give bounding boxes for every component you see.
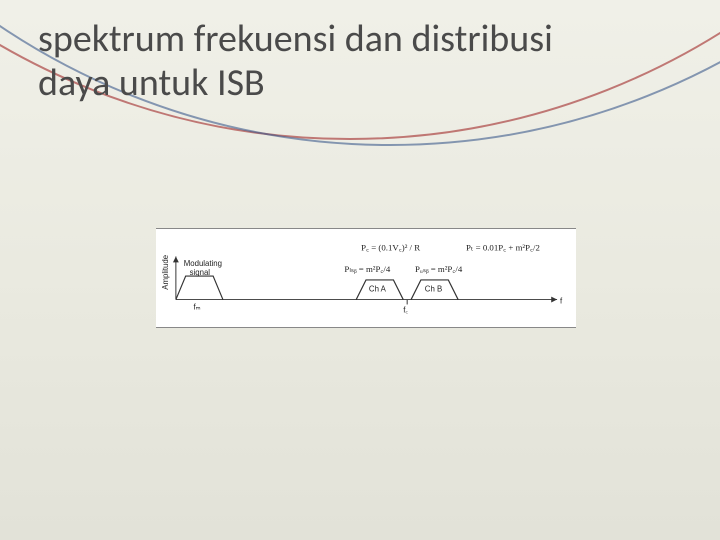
title-line-2: daya untuk ISB [38,60,265,106]
modulating-trapezoid [176,276,223,300]
slide-title: spektrum frekuensi dan distribusi daya u… [38,18,553,105]
modulating-label: Modulating [184,259,222,268]
x-axis-arrow [551,297,557,303]
formula-pc: P꜀ = (0.1V꜀)² / R [361,243,420,253]
signal-label: signal [190,268,211,277]
spectrum-diagram: Amplitude Modulating signal fₘ Ch A f꜀ C… [156,228,576,328]
formula-pt: Pₜ = 0.01P꜀ + m²P꜀/2 [466,243,540,253]
y-axis-label: Amplitude [161,255,170,290]
ch-a-label: Ch A [369,285,387,294]
formula-plsb: Pₗₛᵦ = m²P꜀/4 [344,264,390,274]
ch-b-label: Ch B [425,285,442,294]
title-line-1: spektrum frekuensi dan distribusi [38,16,553,62]
fc-label: f꜀ [403,305,408,314]
fm-label: fₘ [194,302,201,311]
formula-pusb: Pᵤₛᵦ = m²P꜀/4 [415,264,463,274]
y-axis-arrow [173,256,179,262]
x-axis-label: f [560,296,563,305]
